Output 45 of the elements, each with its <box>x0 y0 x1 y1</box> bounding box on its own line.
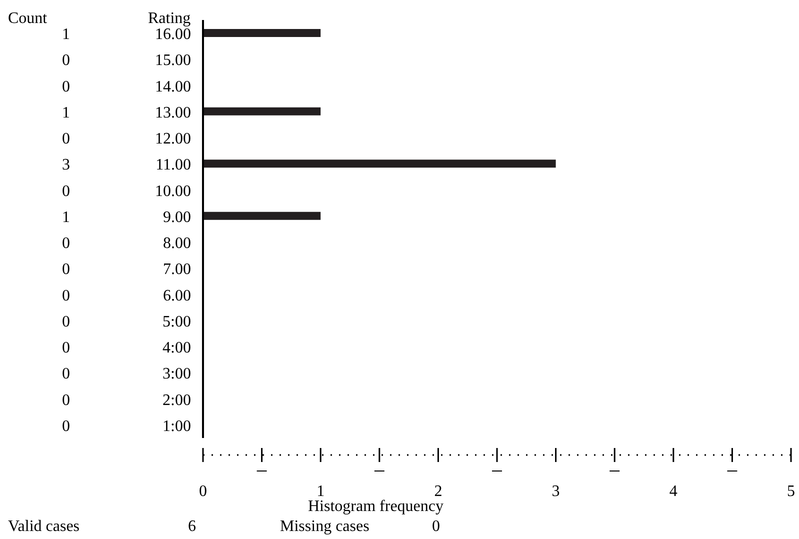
y-tick-label: 11.00 <box>156 156 191 174</box>
text: Valid cases <box>8 518 80 536</box>
data-label: 0 <box>62 130 70 148</box>
data-label: 0 <box>62 287 70 304</box>
y-tick-label: 7.00 <box>163 261 191 278</box>
data-label: 0 <box>62 261 70 278</box>
y-tick-label: 3:00 <box>162 366 191 383</box>
data-label: 0 <box>62 78 70 96</box>
data-label: 0 <box>62 340 70 357</box>
y-tick-label: 15.00 <box>155 52 191 70</box>
data-label: 1 <box>62 208 70 226</box>
y-tick-label: 4:00 <box>162 340 191 357</box>
y-tick-label: 5:00 <box>162 313 191 330</box>
y-tick-label: 8.00 <box>163 235 191 252</box>
x-axis-title: Histogram frequency <box>308 498 444 516</box>
x-tick-label: 2 <box>434 483 442 500</box>
x-tick-label: 0 <box>199 483 207 500</box>
x-tick-label: 3 <box>552 483 560 500</box>
y-tick-label: 1:00 <box>162 418 191 435</box>
y-axis-title: Rating <box>148 10 191 28</box>
y-tick-label: 6.00 <box>163 287 191 304</box>
text: 0 <box>432 518 440 536</box>
y-tick-label: 12.00 <box>155 130 191 148</box>
y-tick-label: 14.00 <box>155 78 191 96</box>
data-label: 3 <box>62 156 70 174</box>
data-label: 0 <box>62 392 70 409</box>
data-label: 0 <box>62 182 70 200</box>
data-label: 0 <box>62 52 70 70</box>
data-label: 0 <box>62 366 70 383</box>
y-tick-label: 10.00 <box>155 182 191 200</box>
y-tick-label: 13.00 <box>155 104 191 122</box>
x-tick-label: 5 <box>787 483 795 500</box>
y-tick-label: 9.00 <box>163 208 191 226</box>
data-label: 1 <box>62 26 70 44</box>
y-tick-label: 16.00 <box>155 26 191 44</box>
data-label: 0 <box>62 235 70 252</box>
data-label: 1 <box>62 104 70 122</box>
text: Count <box>8 10 48 28</box>
x-tick-label: 4 <box>669 483 678 500</box>
text: Missing cases <box>280 518 370 536</box>
x-tick-label: 1 <box>316 483 325 500</box>
text: 6 <box>188 518 196 536</box>
data-label: 0 <box>62 418 70 435</box>
y-tick-label: 2:00 <box>162 392 191 409</box>
data-label: 0 <box>62 313 70 330</box>
